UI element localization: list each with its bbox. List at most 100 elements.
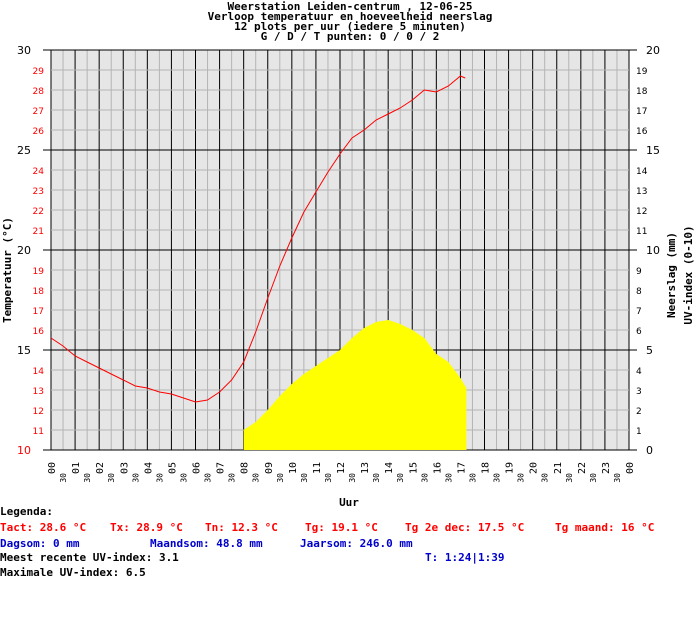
y2-tick-label: 3 [636, 387, 642, 397]
x-half-tick-label: 30 [541, 473, 550, 483]
x-tick-label: 00 [47, 462, 58, 474]
x-tick-label: 11 [312, 462, 323, 474]
x-half-tick-label: 30 [396, 473, 405, 483]
chart-points-info: G / D / T punten: 0 / 0 / 2 [260, 30, 440, 43]
x-half-tick-label: 30 [131, 473, 140, 483]
x-tick-label: 22 [577, 462, 588, 474]
x-half-tick-label: 30 [613, 473, 622, 483]
chart-subtitle: Verloop temperatuur en hoeveelheid neers… [207, 10, 493, 23]
x-axis-label: Uur [339, 496, 359, 509]
x-tick-label: 15 [408, 462, 419, 474]
y-tick-label: 29 [33, 67, 45, 77]
y2-tick-label: 11 [636, 227, 647, 237]
x-tick-label: 01 [71, 462, 82, 474]
y-tick-label: 23 [33, 187, 44, 197]
legend-maandsom: Maandsom: 48.8 mm [150, 537, 263, 550]
x-tick-label: 10 [288, 462, 299, 474]
x-tick-label: 00 [625, 462, 636, 474]
x-tick-label: 16 [432, 462, 443, 474]
chart-plot-rate: 12 plots per uur (iedere 5 minuten) [234, 20, 466, 33]
y2-tick-label: 13 [636, 187, 647, 197]
y-tick-label: 27 [33, 107, 44, 117]
x-tick-label: 08 [240, 462, 251, 474]
x-tick-label: 18 [481, 462, 492, 474]
x-half-tick-label: 30 [107, 473, 116, 483]
y2-tick-label: 5 [646, 344, 653, 357]
y-tick-label: 17 [33, 307, 44, 317]
y-tick-label: 14 [33, 367, 45, 377]
y-tick-label: 28 [33, 87, 45, 97]
x-half-tick-label: 30 [565, 473, 574, 483]
y2-tick-label: 6 [636, 327, 642, 337]
x-half-tick-label: 30 [493, 473, 502, 483]
y-tick-label: 16 [33, 327, 45, 337]
y-tick-label: 24 [33, 167, 45, 177]
y-axis-label: Temperatuur (°C) [1, 217, 14, 323]
x-half-tick-label: 30 [204, 473, 213, 483]
uv-area-series [243, 320, 467, 450]
x-half-tick-label: 30 [517, 473, 526, 483]
x-tick-label: 20 [529, 462, 540, 474]
x-tick-label: 06 [192, 462, 203, 474]
legend-title: Legenda: [0, 505, 53, 518]
x-half-tick-label: 30 [324, 473, 333, 483]
x-half-tick-label: 30 [372, 473, 381, 483]
x-tick-label: 21 [553, 462, 564, 474]
y-tick-label: 21 [33, 227, 44, 237]
x-tick-label: 03 [119, 462, 130, 474]
y2-tick-label: 8 [636, 287, 642, 297]
y-tick-label: 18 [33, 287, 45, 297]
y2-tick-label: 4 [636, 367, 642, 377]
y2-tick-label: 7 [636, 307, 642, 317]
x-half-tick-label: 30 [444, 473, 453, 483]
legend-tg: Tg: 19.1 °C [305, 521, 378, 534]
y-tick-label: 10 [17, 444, 31, 457]
chart-title: Weerstation Leiden-centrum , 12-06-25 [227, 0, 473, 13]
x-half-tick-label: 30 [348, 473, 357, 483]
legend-tg-maand: Tg maand: 16 °C [555, 521, 655, 534]
legend-tg-dec: Tg 2e dec: 17.5 °C [405, 521, 525, 534]
y-tick-label: 12 [33, 407, 44, 417]
legend-tn: Tn: 12.3 °C [205, 521, 278, 534]
y-tick-label: 15 [17, 344, 31, 357]
x-half-tick-label: 30 [300, 473, 309, 483]
x-tick-label: 14 [384, 462, 395, 474]
x-tick-label: 09 [264, 462, 275, 474]
y-tick-label: 19 [33, 267, 45, 277]
y2-tick-label: 19 [636, 67, 648, 77]
y2-tick-label: 16 [636, 127, 648, 137]
y2-tick-label: 2 [636, 407, 642, 417]
x-tick-label: 07 [216, 462, 227, 474]
x-tick-label: 17 [456, 462, 467, 474]
x-half-tick-label: 30 [420, 473, 429, 483]
y-tick-label: 26 [33, 127, 45, 137]
legend-tact: Tact: 28.6 °C [0, 521, 87, 534]
y-tick-label: 20 [17, 244, 31, 257]
y2-tick-label: 10 [646, 244, 660, 257]
y2-tick-label: 15 [646, 144, 660, 157]
y-tick-label: 22 [33, 207, 44, 217]
x-half-tick-label: 30 [155, 473, 164, 483]
legend-t-time: T: 1:24|1:39 [425, 551, 505, 564]
x-tick-label: 13 [360, 462, 371, 474]
x-tick-label: 05 [167, 462, 178, 474]
y2-tick-label: 14 [636, 167, 648, 177]
x-half-tick-label: 30 [468, 473, 477, 483]
y2-tick-label: 0 [646, 444, 653, 457]
y-tick-label: 11 [33, 427, 44, 437]
y-tick-label: 25 [17, 144, 31, 157]
x-tick-label: 23 [601, 462, 612, 474]
y2-tick-label: 20 [646, 44, 660, 57]
y2-axis-label-rain: Neerslag (mm) [665, 232, 678, 318]
x-tick-label: 19 [505, 462, 516, 474]
legend-uv-recent: Meest recente UV-index: 3.1 [0, 551, 179, 564]
legend-dagsom: Dagsom: 0 mm [0, 537, 80, 550]
x-tick-label: 12 [336, 462, 347, 474]
y2-tick-label: 12 [636, 207, 647, 217]
x-half-tick-label: 30 [83, 473, 92, 483]
x-half-tick-label: 30 [179, 473, 188, 483]
temperature-chart: 1011121314151617181920212223242526272829… [1, 44, 695, 509]
x-tick-label: 02 [95, 462, 106, 474]
y2-tick-label: 1 [636, 427, 642, 437]
x-half-tick-label: 30 [276, 473, 285, 483]
